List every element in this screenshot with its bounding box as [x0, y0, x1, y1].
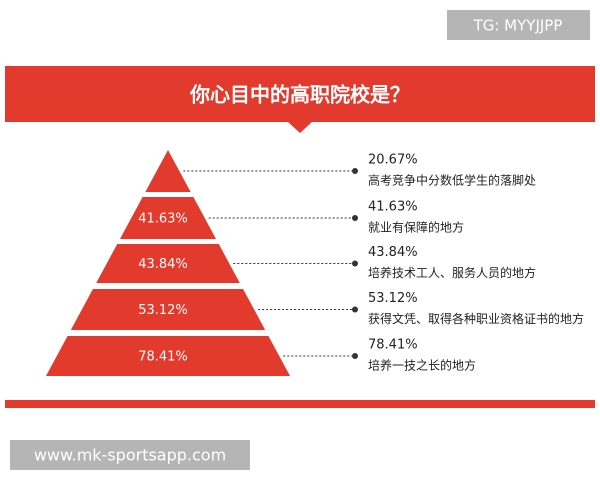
- legend-value: 78.41%: [368, 338, 418, 353]
- pyramid-level: [96, 244, 240, 283]
- connector-dot: [352, 168, 358, 174]
- watermark-box: [10, 440, 250, 470]
- legend-value: 20.67%: [368, 153, 418, 168]
- title-banner: [5, 66, 595, 122]
- legend-value: 43.84%: [368, 245, 418, 260]
- pyramid-level: [145, 150, 191, 192]
- legend-label: 培养一技之长的地方: [368, 358, 476, 373]
- connector-dot: [352, 306, 358, 313]
- level-value: 53.12%: [138, 303, 188, 318]
- level-value: 41.63%: [138, 212, 188, 227]
- level-value: 43.84%: [138, 257, 188, 272]
- pyramid-level: [119, 197, 217, 239]
- pyramid-level: [70, 289, 266, 330]
- connector-dot: [352, 215, 358, 221]
- legend-label: 高考竞争中分数低学生的落脚处: [368, 173, 536, 188]
- pyramid-level: [45, 336, 291, 376]
- connector-dot: [352, 353, 358, 359]
- connector-dot: [352, 260, 358, 267]
- legend-label: 获得文凭、取得各种职业资格证书的地方: [368, 311, 584, 326]
- pyramid: 20.67% 高考竞争中分数低学生的落脚处 41.63% 41.63% 就业有保障的地方…: [45, 150, 584, 376]
- legend-label: 就业有保障的地方: [368, 220, 464, 235]
- level-value: 78.41%: [138, 350, 188, 365]
- legend-value: 53.12%: [368, 291, 418, 306]
- watermark-bottom: www.mk-sportsapp.com: [34, 446, 226, 465]
- watermark-box: [447, 10, 590, 40]
- title: 你心目中的高职院校是？: [189, 83, 410, 107]
- legend-value: 41.63%: [368, 200, 418, 215]
- watermark-top: TG: MYYJJPP: [473, 17, 563, 35]
- legend-label: 培养技术工人、服务人员的地方: [368, 265, 536, 280]
- banner-notch: [288, 122, 312, 133]
- bottom-bar: [5, 400, 595, 408]
